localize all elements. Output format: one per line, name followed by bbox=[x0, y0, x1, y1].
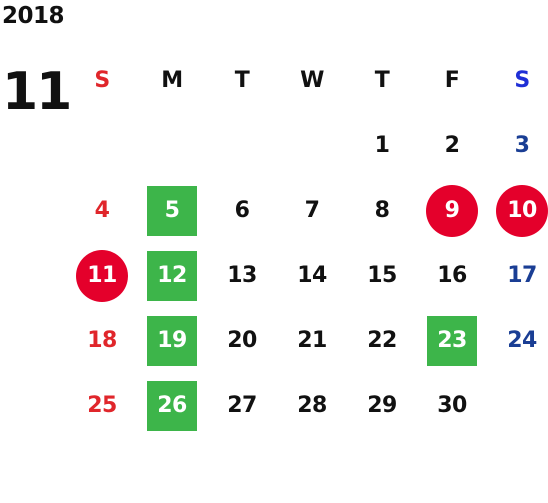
weekday-header-monday: M bbox=[161, 68, 183, 93]
weekday-header-wednesday: W bbox=[300, 68, 324, 93]
day-number-green-marker: 5 bbox=[147, 185, 197, 236]
day-number: 18 bbox=[87, 328, 117, 353]
calendar-month: 11 bbox=[2, 62, 72, 122]
calendar-day-cell bbox=[67, 113, 137, 178]
calendar-day-cell[interactable]: 16 bbox=[417, 243, 487, 308]
day-number: 4 bbox=[94, 198, 110, 223]
calendar-day-cell[interactable]: 23 bbox=[417, 308, 487, 373]
calendar-day-cell[interactable]: 11 bbox=[67, 243, 137, 308]
day-number: 16 bbox=[437, 263, 467, 288]
calendar-week-row: 1 2 3 bbox=[67, 113, 548, 178]
calendar-day-cell[interactable]: 19 bbox=[137, 308, 207, 373]
weekday-header-friday: F bbox=[444, 68, 460, 93]
calendar-day-cell[interactable]: 24 bbox=[487, 308, 548, 373]
calendar-day-cell bbox=[487, 373, 548, 438]
weekday-header-sunday: S bbox=[94, 68, 110, 93]
calendar-day-cell[interactable]: 18 bbox=[67, 308, 137, 373]
calendar-day-cell[interactable]: 8 bbox=[347, 178, 417, 243]
day-number: 6 bbox=[234, 198, 250, 223]
day-number: 2 bbox=[444, 133, 460, 158]
day-number-green-marker: 26 bbox=[147, 380, 197, 431]
day-number: 1 bbox=[374, 133, 390, 158]
calendar-week-row: 11 12 13 14 15 16 17 bbox=[67, 243, 548, 308]
calendar-year: 2018 bbox=[2, 3, 65, 29]
calendar-day-cell[interactable]: 17 bbox=[487, 243, 548, 308]
calendar-week-row: 4 5 6 7 8 9 10 bbox=[67, 178, 548, 243]
calendar-day-cell[interactable]: 26 bbox=[137, 373, 207, 438]
weekday-header-row: S M T W T F S bbox=[67, 48, 548, 113]
calendar-day-cell bbox=[137, 113, 207, 178]
calendar-day-cell[interactable]: 27 bbox=[207, 373, 277, 438]
day-number: 14 bbox=[297, 263, 327, 288]
calendar-day-cell bbox=[207, 113, 277, 178]
day-number bbox=[147, 121, 197, 171]
day-number: 20 bbox=[227, 328, 257, 353]
day-number: 22 bbox=[367, 328, 397, 353]
weekday-header-saturday: S bbox=[514, 68, 530, 93]
weekday-header-thursday: T bbox=[374, 68, 390, 93]
day-number-green-marker: 23 bbox=[427, 315, 477, 366]
day-number-red-marker: 10 bbox=[496, 184, 548, 237]
calendar-day-cell[interactable]: 22 bbox=[347, 308, 417, 373]
calendar-day-cell[interactable]: 29 bbox=[347, 373, 417, 438]
weekday-header-tuesday: T bbox=[234, 68, 250, 93]
calendar-day-cell[interactable]: 1 bbox=[347, 113, 417, 178]
day-number: 21 bbox=[297, 328, 327, 353]
day-number bbox=[497, 381, 547, 431]
calendar-day-cell[interactable]: 10 bbox=[487, 178, 548, 243]
day-number: 3 bbox=[514, 133, 530, 158]
calendar-day-cell[interactable]: 7 bbox=[277, 178, 347, 243]
calendar-day-cell[interactable]: 6 bbox=[207, 178, 277, 243]
calendar-day-cell[interactable]: 15 bbox=[347, 243, 417, 308]
day-number-green-marker: 12 bbox=[147, 250, 197, 301]
calendar-day-cell[interactable]: 14 bbox=[277, 243, 347, 308]
calendar-day-cell[interactable]: 21 bbox=[277, 308, 347, 373]
calendar-weeks: 1 2 3 4 5 6 7 8 9 10 11 12 13 14 15 16 17 18 19 20 21 22 23 24 2… bbox=[67, 113, 548, 438]
day-number-red-marker: 9 bbox=[426, 184, 478, 237]
day-number: 25 bbox=[87, 393, 117, 418]
calendar-week-row: 25 26 27 28 29 30 bbox=[67, 373, 548, 438]
day-number: 17 bbox=[507, 263, 537, 288]
day-number: 7 bbox=[304, 198, 320, 223]
day-number: 28 bbox=[297, 393, 327, 418]
day-number: 13 bbox=[227, 263, 257, 288]
calendar-day-cell[interactable]: 2 bbox=[417, 113, 487, 178]
calendar-day-cell bbox=[277, 113, 347, 178]
calendar-day-cell[interactable]: 5 bbox=[137, 178, 207, 243]
day-number: 30 bbox=[437, 393, 467, 418]
day-number: 8 bbox=[374, 198, 390, 223]
day-number bbox=[77, 121, 127, 171]
calendar-day-cell[interactable]: 3 bbox=[487, 113, 548, 178]
day-number-red-marker: 11 bbox=[76, 249, 128, 302]
day-number: 29 bbox=[367, 393, 397, 418]
calendar-day-cell[interactable]: 30 bbox=[417, 373, 487, 438]
calendar-day-cell[interactable]: 28 bbox=[277, 373, 347, 438]
day-number: 27 bbox=[227, 393, 257, 418]
day-number: 15 bbox=[367, 263, 397, 288]
day-number-green-marker: 19 bbox=[147, 315, 197, 366]
day-number bbox=[217, 121, 267, 171]
calendar-day-cell[interactable]: 20 bbox=[207, 308, 277, 373]
day-number bbox=[287, 121, 337, 171]
calendar-grid: S M T W T F S 1 2 3 4 5 6 7 8 9 10 11 12 13 14 15 16 17 1… bbox=[67, 48, 548, 438]
calendar-day-cell[interactable]: 13 bbox=[207, 243, 277, 308]
calendar-day-cell[interactable]: 4 bbox=[67, 178, 137, 243]
day-number: 24 bbox=[507, 328, 537, 353]
calendar-day-cell[interactable]: 25 bbox=[67, 373, 137, 438]
calendar-day-cell[interactable]: 12 bbox=[137, 243, 207, 308]
calendar-day-cell[interactable]: 9 bbox=[417, 178, 487, 243]
calendar-week-row: 18 19 20 21 22 23 24 bbox=[67, 308, 548, 373]
